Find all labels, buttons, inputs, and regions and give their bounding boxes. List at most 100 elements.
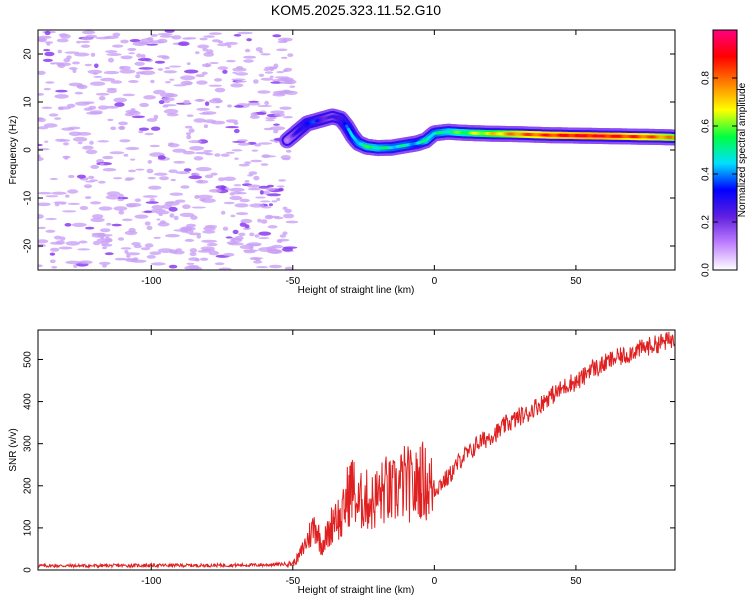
noise-speckle [186,114,194,117]
noise-speckle [97,232,106,238]
noise-speckle [128,169,136,173]
noise-speckle [180,75,196,81]
noise-speckle [257,105,272,107]
noise-speckle [197,250,212,253]
noise-speckle [230,83,244,88]
noise-speckle [83,107,93,111]
noise-speckle [184,125,193,129]
noise-speckle [233,121,239,125]
y-tick-label: 10 [23,96,34,108]
noise-speckle [41,106,53,110]
noise-speckle [150,126,161,131]
noise-speckle [134,214,149,219]
noise-speckle [203,124,209,129]
noise-speckle [212,97,222,102]
noise-speckle [224,41,238,45]
noise-speckle [148,185,162,190]
noise-speckle [169,213,175,218]
noise-speckle [276,239,283,243]
noise-speckle [248,100,260,103]
noise-speckle [210,172,218,176]
noise-speckle [92,214,104,219]
noise-speckle [77,141,83,145]
noise-speckle [203,35,215,38]
noise-speckle [90,164,100,169]
noise-speckle [263,68,270,72]
noise-speckle [67,126,81,130]
noise-speckle [194,194,200,199]
noise-speckle [49,177,59,181]
noise-speckle [279,106,292,110]
noise-speckle [98,180,106,184]
noise-speckle [188,140,203,144]
noise-speckle [67,189,79,194]
noise-speckle [250,112,258,117]
noise-speckle [175,171,190,175]
noise-speckle [178,41,190,46]
colorbar-ticks: 0.0 0.2 0.4 0.6 0.8 [701,71,737,277]
noise-speckle [273,63,279,69]
noise-speckle [127,80,139,83]
noise-speckle [232,191,242,195]
colorbar-tick-label: 0.6 [701,119,712,133]
noise-speckle [128,52,136,55]
noise-speckle [173,215,179,221]
y-tick-label: 100 [23,519,34,536]
noise-speckle [129,158,136,161]
noise-speckle [90,201,102,205]
noise-speckle [223,176,236,181]
noise-speckle [260,219,268,224]
x-tick-label: -50 [286,576,301,587]
noise-speckle [89,140,94,145]
noise-speckle [68,131,82,137]
x-tick-label: 0 [432,576,438,587]
colorbar-frame [712,29,738,271]
noise-speckle [153,114,159,120]
noise-speckle [81,37,94,41]
noise-speckle [203,150,213,152]
noise-speckle [276,71,285,74]
noise-speckle [244,48,251,53]
noise-speckle [55,89,68,93]
noise-speckle [186,262,195,265]
noise-speckle [168,169,178,173]
noise-speckle [222,226,229,231]
noise-speckle [271,200,278,203]
noise-speckle [266,193,282,197]
noise-speckle [182,204,191,209]
noise-speckle [168,65,182,68]
noise-speckle [276,48,288,52]
noise-speckle [249,257,261,261]
noise-speckle [130,108,136,111]
noise-speckle [38,70,46,75]
noise-speckle [183,99,191,105]
noise-speckle [77,248,91,251]
noise-speckle [38,202,51,207]
noise-speckle [269,126,286,131]
noise-speckle [58,246,73,250]
noise-speckle [194,99,206,102]
noise-speckle [149,251,162,255]
noise-speckle [195,51,200,55]
noise-speckle [208,32,223,35]
noise-speckle [235,80,247,83]
noise-speckle [75,101,90,106]
noise-speckle [165,81,171,84]
noise-speckle [65,194,70,198]
noise-speckle [186,223,196,228]
noise-speckle [60,34,71,39]
noise-speckle [118,193,124,198]
noise-speckle [48,113,59,117]
y-tick-label: 400 [23,393,34,410]
noise-speckle [172,148,187,153]
noise-speckle [232,71,237,74]
noise-speckle [144,210,152,213]
noise-speckle [118,125,126,130]
noise-speckle [132,41,147,47]
noise-speckle [261,155,277,158]
noise-speckle [214,78,223,82]
noise-speckle [250,159,263,163]
figure-title: KOM5.2025.323.11.52.G10 [271,2,441,18]
noise-speckle [269,264,282,269]
noise-speckle [217,66,229,70]
